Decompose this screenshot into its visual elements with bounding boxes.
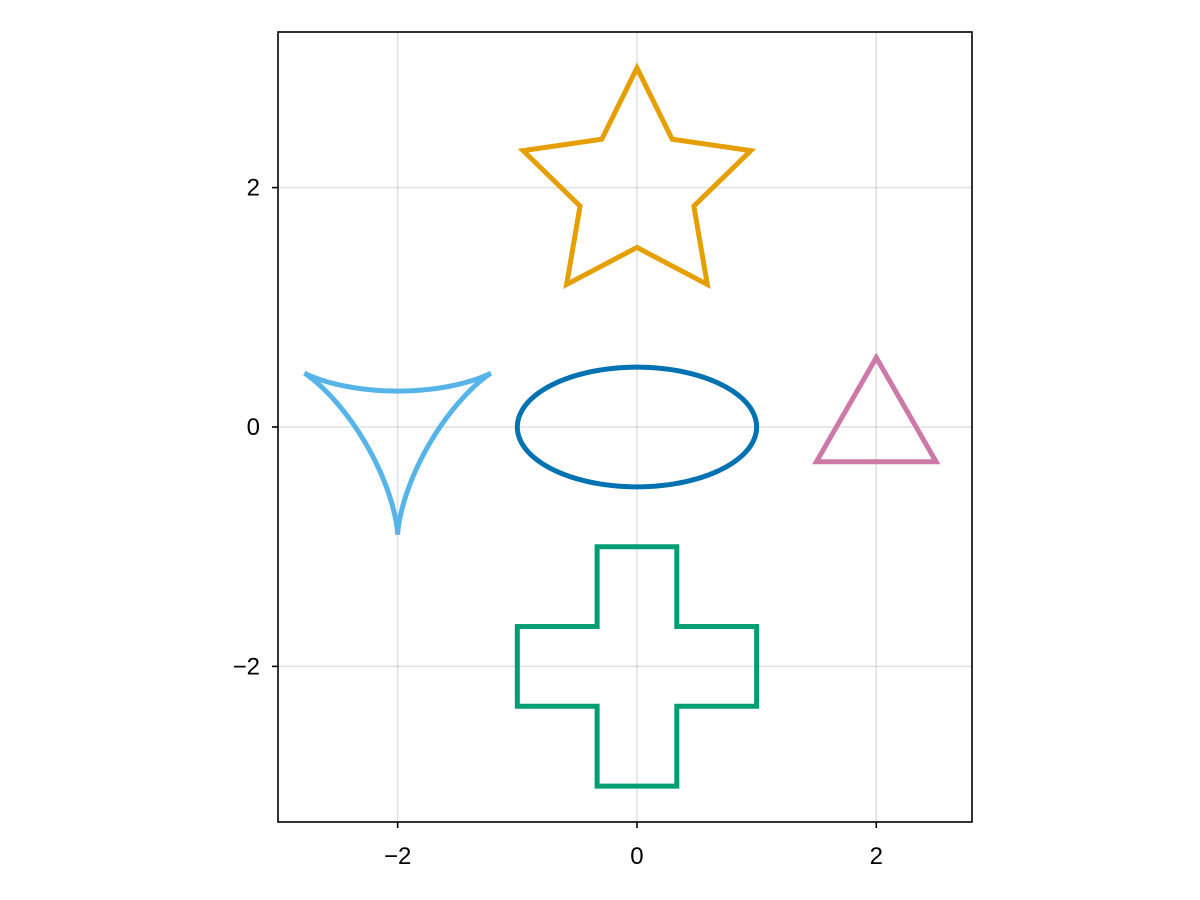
x-tick-label-2: 2 xyxy=(870,843,883,870)
shape-layer xyxy=(303,62,941,789)
ellipse-shape xyxy=(514,364,760,490)
y-tick-label-0: −2 xyxy=(233,653,260,680)
x-tick-label-1: 0 xyxy=(630,843,643,870)
triangle-shape xyxy=(812,352,941,465)
y-tick-label-1: 0 xyxy=(247,414,260,441)
grid-layer xyxy=(278,32,972,822)
x-tick-label-0: −2 xyxy=(384,843,411,870)
star-shape xyxy=(517,62,757,290)
cross-shape xyxy=(514,544,760,789)
deltoid-shape xyxy=(303,370,493,535)
y-tick-label-2: 2 xyxy=(247,175,260,202)
tick-layer: −2 0 2 −2 0 2 xyxy=(233,175,883,870)
